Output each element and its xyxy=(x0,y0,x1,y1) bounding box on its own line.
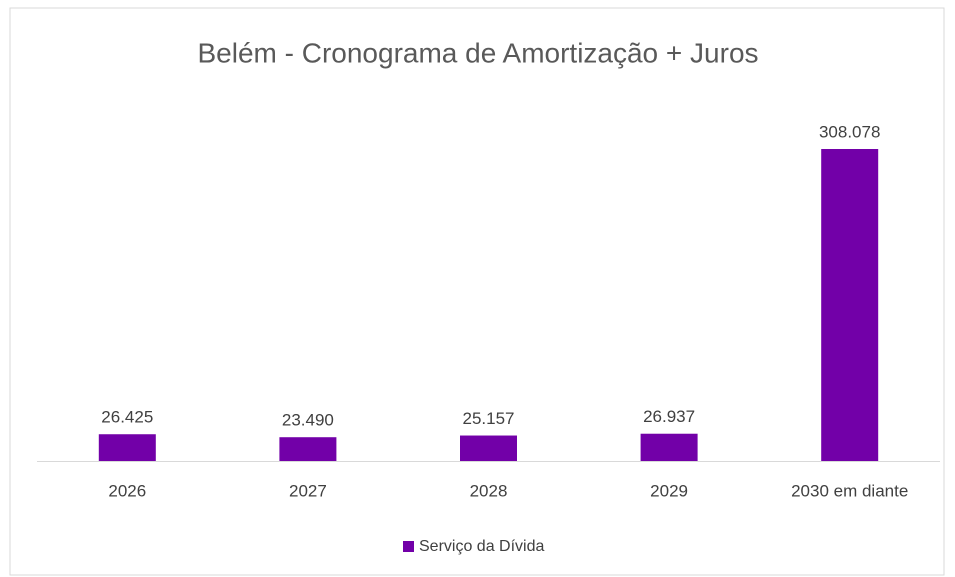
bar xyxy=(821,149,879,461)
data-label: 26.425 xyxy=(101,408,153,427)
chart-border xyxy=(9,7,945,576)
x-tick-label: 2028 xyxy=(470,481,508,500)
bar xyxy=(279,437,337,461)
x-tick-label: 2030 em diante xyxy=(791,481,908,500)
bar xyxy=(640,433,698,461)
data-label: 23.490 xyxy=(282,411,334,430)
x-tick-label: 2029 xyxy=(650,481,688,500)
bar xyxy=(460,435,517,461)
x-tick-label: 2026 xyxy=(108,481,146,500)
legend-swatch xyxy=(403,541,414,552)
legend-label: Serviço da Dívida xyxy=(419,538,544,555)
data-label: 308.078 xyxy=(819,122,880,141)
data-label: 25.157 xyxy=(463,409,515,428)
data-label: 26.937 xyxy=(643,407,695,426)
chart-title: Belém - Cronograma de Amortização + Juro… xyxy=(197,37,758,68)
bar xyxy=(98,434,156,461)
x-tick-label: 2027 xyxy=(289,481,327,500)
